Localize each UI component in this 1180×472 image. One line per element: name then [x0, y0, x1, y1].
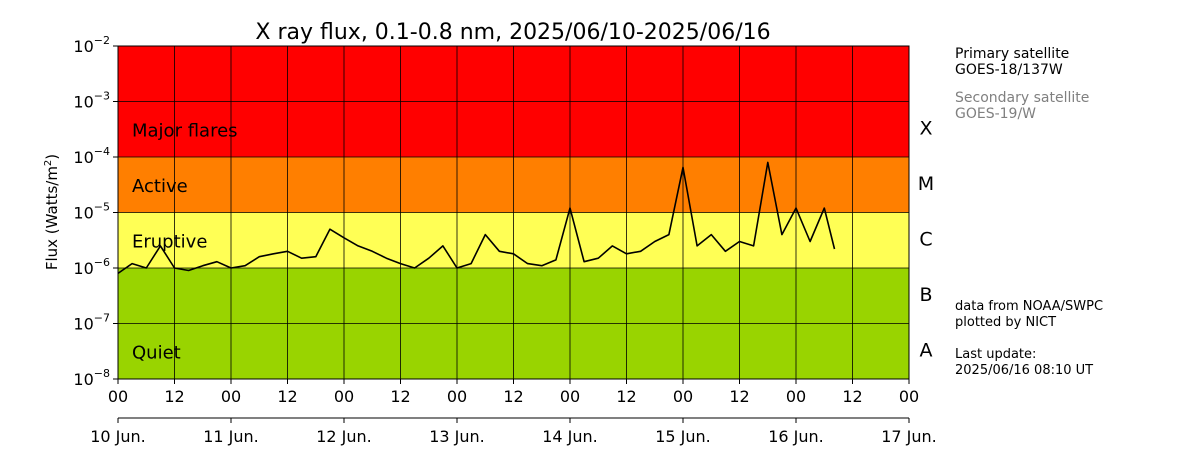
flare-class-letter: B	[919, 284, 932, 306]
flux-series	[117, 161, 836, 275]
credits-block: data from NOAA/SWPC plotted by NICT	[955, 299, 1103, 331]
y-tick-label: 10−2	[73, 34, 110, 56]
y-tick-base: 10	[73, 259, 93, 278]
primary-satellite-label: Primary satellite	[955, 46, 1070, 62]
primary-satellite-name: GOES-18/137W	[955, 62, 1063, 78]
x-axis-day-axis: 10 Jun. 11 Jun. 12 Jun. 13 Jun. 14 Jun. 15 Ju…	[90, 417, 937, 446]
flare-class-letter: M	[918, 173, 934, 195]
flare-class-letter: C	[919, 229, 932, 251]
day-tick-label: 17 Jun.	[881, 427, 937, 446]
y-tick-exponent: −8	[94, 367, 110, 380]
y-tick-exponent: −3	[94, 90, 110, 103]
x-tick-label: 12	[842, 387, 862, 406]
y-tick-base: 10	[73, 37, 93, 56]
y-axis-label: Flux (Watts/m2)	[43, 154, 61, 270]
x-tick-label: 12	[503, 387, 523, 406]
last-update-block: Last update: 2025/06/16 08:10 UT	[955, 347, 1093, 379]
flare-class-letter: X	[919, 118, 932, 140]
y-tick-label: 10−4	[73, 145, 110, 167]
x-tick-label: 00	[447, 387, 467, 406]
flare-class-letter: A	[920, 340, 933, 362]
chart-title: X ray flux, 0.1-0.8 nm, 2025/06/10-2025/…	[255, 20, 770, 45]
day-tick-label: 12 Jun.	[316, 427, 372, 446]
band-labels: Major flares Active Eruptive Quiet	[132, 120, 238, 363]
data-source-credit: data from NOAA/SWPC	[955, 299, 1104, 314]
y-axis-ticks: 10−210−310−410−510−610−710−8	[73, 34, 118, 389]
y-tick-exponent: −6	[94, 256, 110, 269]
y-tick-label: 10−6	[73, 256, 110, 278]
x-tick-label: 12	[164, 387, 184, 406]
secondary-satellite-block: Secondary satellite GOES-19/W	[955, 90, 1089, 122]
x-tick-label: 12	[390, 387, 410, 406]
day-tick-label: 15 Jun.	[655, 427, 711, 446]
y-tick-exponent: −5	[94, 201, 110, 214]
day-tick-label: 16 Jun.	[768, 427, 824, 446]
day-tick-label: 10 Jun.	[90, 427, 146, 446]
band-label: Eruptive	[132, 231, 207, 252]
plot-credit: plotted by NICT	[955, 315, 1057, 330]
day-tick-label: 11 Jun.	[203, 427, 259, 446]
y-tick-base: 10	[73, 315, 93, 334]
y-tick-exponent: −4	[94, 145, 110, 158]
primary-satellite-block: Primary satellite GOES-18/137W	[955, 46, 1069, 78]
flare-class-letters: X M C B A	[918, 118, 934, 362]
y-tick-label: 10−7	[73, 312, 110, 334]
x-axis-hour-ticks: 00 12 00 12 00 12 00 12 00 12 00 12 00 12 00	[108, 379, 919, 406]
y-tick-label: 10−8	[73, 367, 110, 389]
y-tick-exponent: −7	[94, 312, 110, 325]
x-tick-label: 00	[673, 387, 693, 406]
x-tick-label: 00	[108, 387, 128, 406]
y-tick-label: 10−3	[73, 90, 110, 112]
day-tick-label: 14 Jun.	[542, 427, 598, 446]
x-tick-label: 00	[560, 387, 580, 406]
band-label: Active	[132, 176, 188, 197]
secondary-satellite-name: GOES-19/W	[955, 106, 1037, 122]
y-tick-base: 10	[73, 370, 93, 389]
series-line	[117, 161, 836, 275]
day-tick-label: 13 Jun.	[429, 427, 485, 446]
x-tick-label: 12	[729, 387, 749, 406]
y-tick-base: 10	[73, 204, 93, 223]
x-tick-label: 00	[334, 387, 354, 406]
y-tick-base: 10	[73, 93, 93, 112]
x-tick-label: 00	[899, 387, 919, 406]
x-tick-label: 00	[786, 387, 806, 406]
secondary-satellite-label: Secondary satellite	[955, 90, 1090, 106]
last-update-label: Last update:	[955, 347, 1037, 362]
y-tick-base: 10	[73, 148, 93, 167]
band-label: Major flares	[132, 120, 238, 141]
x-tick-label: 12	[277, 387, 297, 406]
x-tick-label: 00	[221, 387, 241, 406]
y-tick-label: 10−5	[73, 201, 110, 223]
band-label: Quiet	[132, 342, 181, 363]
x-tick-label: 12	[616, 387, 636, 406]
y-tick-exponent: −2	[94, 34, 110, 47]
last-update-value: 2025/06/16 08:10 UT	[955, 363, 1094, 378]
